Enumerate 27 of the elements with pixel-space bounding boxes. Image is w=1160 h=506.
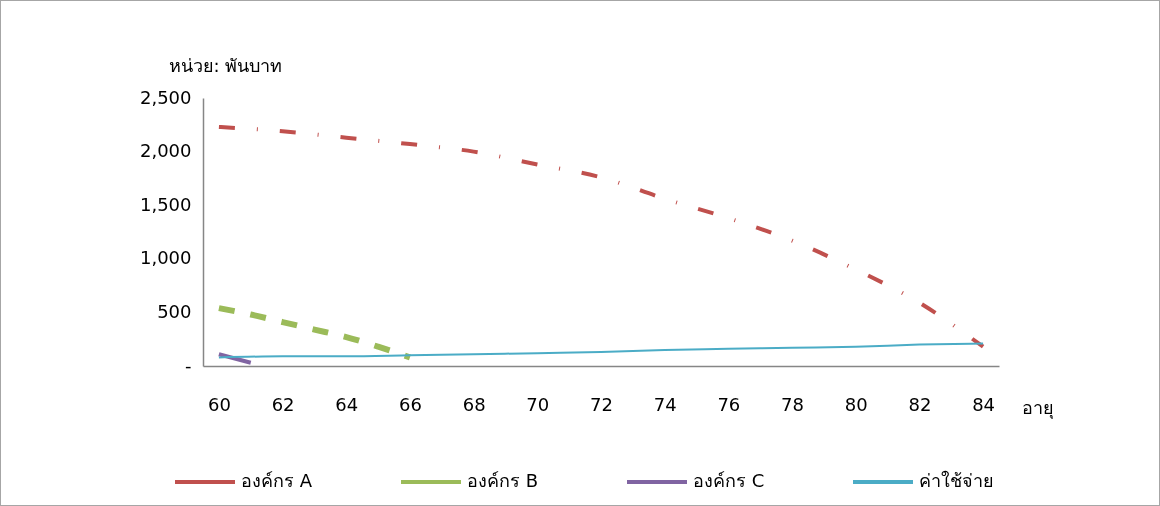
- x-tick-label: 74: [653, 393, 677, 415]
- x-tick-label: 72: [590, 393, 613, 415]
- x-tick-label: 80: [844, 393, 868, 415]
- y-axis-title: หน่วย: พันบาท: [168, 54, 283, 76]
- x-tick-label: 78: [781, 393, 804, 415]
- y-tick-label: 1,500: [139, 193, 192, 215]
- y-tick-label: 2,000: [139, 140, 192, 162]
- x-tick-label: 64: [335, 393, 359, 415]
- line-series: [217, 342, 985, 359]
- x-tick-label: 76: [717, 393, 741, 415]
- x-axis-title: อายุ: [1021, 396, 1054, 419]
- y-tick-label: 500: [157, 300, 192, 322]
- x-tick-label: 62: [271, 393, 295, 415]
- legend-label: องค์กร A: [241, 470, 313, 491]
- x-tick-label: 60: [207, 393, 231, 415]
- legend-label: ค่าใช้จ่าย: [919, 470, 994, 491]
- legend-label: องค์กร C: [693, 470, 765, 491]
- x-tick-label: 68: [462, 393, 486, 415]
- line-series: [216, 124, 986, 349]
- x-tick-label: 84: [972, 393, 996, 415]
- y-tick-label: -: [185, 354, 192, 376]
- x-tick-label: 66: [399, 393, 422, 415]
- legend-label: องค์กร B: [467, 470, 539, 491]
- y-tick-label: 1,000: [139, 247, 192, 269]
- x-tick-label: 70: [526, 393, 550, 415]
- x-tick-label: 82: [908, 393, 932, 415]
- y-tick-label: 2,500: [139, 86, 192, 108]
